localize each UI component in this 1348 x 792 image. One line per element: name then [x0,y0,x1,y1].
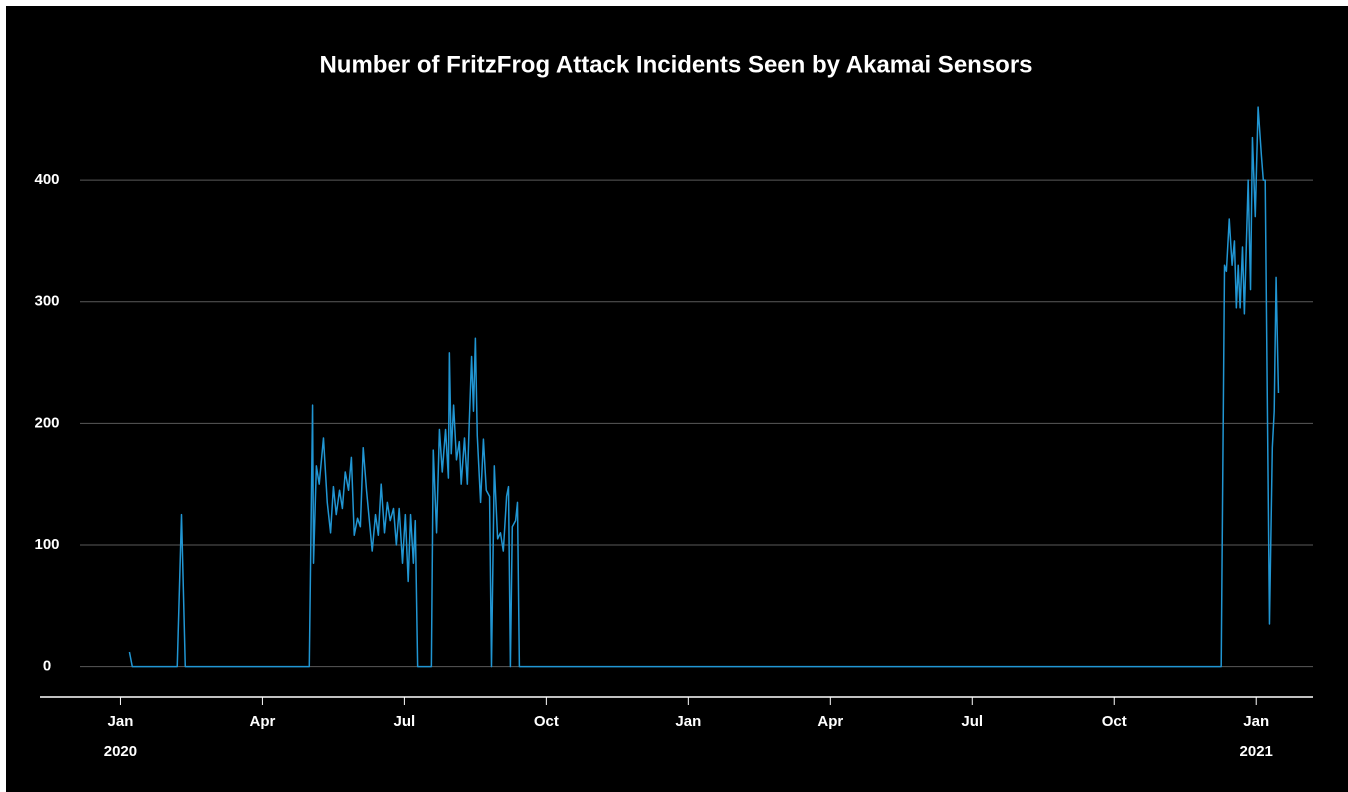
data-line [128,106,1280,668]
y-tick-label: 100 [34,536,59,553]
x-tick-label: Oct [1102,713,1127,730]
x-tick-label: Oct [534,713,559,730]
y-tick-label: 400 [34,171,59,188]
x-year-label: 2021 [1240,743,1273,760]
background [6,6,1348,792]
x-tick-label: Apr [817,713,843,730]
x-tick-label: Jul [961,713,983,730]
x-tick-label: Jan [675,713,701,730]
chart-title: Number of FritzFrog Attack Incidents See… [319,51,1032,78]
x-tick-label: Jan [108,713,134,730]
y-tick-label: 200 [34,414,59,431]
x-tick-label: Jul [394,713,416,730]
y-tick-label: 0 [43,658,51,675]
y-tick-label: 300 [34,293,59,310]
x-tick-label: Apr [249,713,275,730]
x-tick-label: Jan [1243,713,1269,730]
x-year-label: 2020 [104,743,137,760]
